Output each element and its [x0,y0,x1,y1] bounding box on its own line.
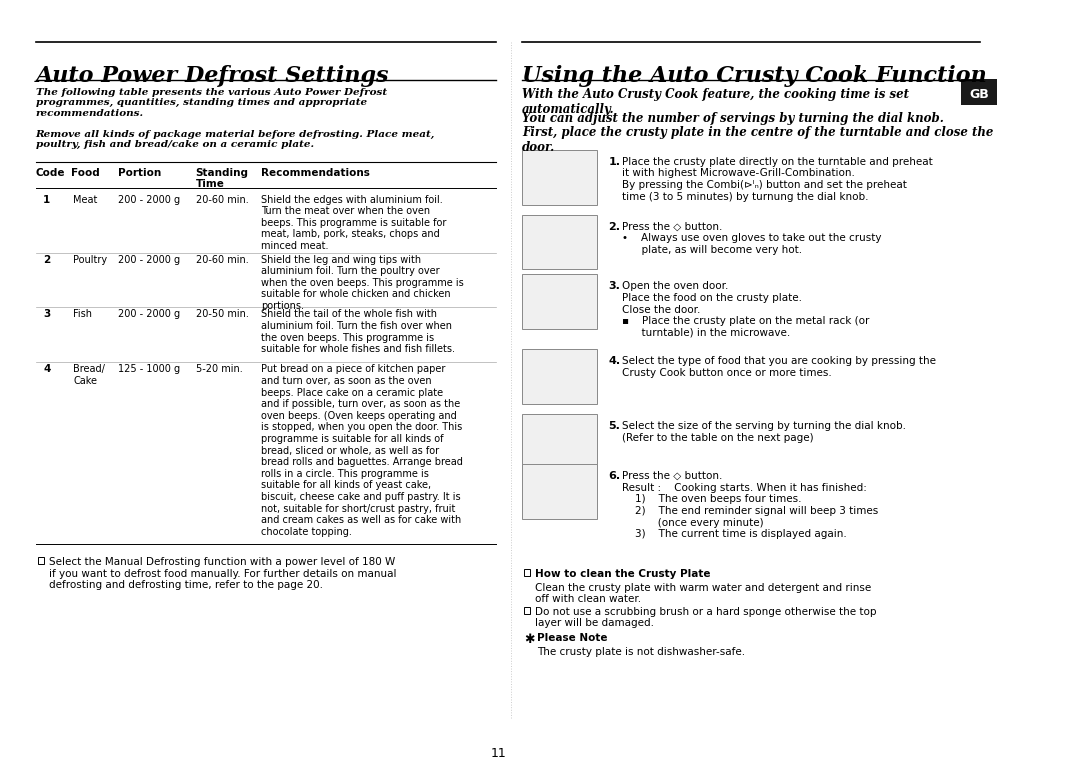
Text: Shield the leg and wing tips with
aluminium foil. Turn the poultry over
when the: Shield the leg and wing tips with alumin… [261,255,464,311]
Text: Auto Power Defrost Settings: Auto Power Defrost Settings [36,65,389,87]
Text: Standing
Time: Standing Time [195,168,248,189]
Text: 4: 4 [43,364,51,375]
Text: Do not use a scrubbing brush or a hard sponge otherwise the top
layer will be da: Do not use a scrubbing brush or a hard s… [535,607,877,629]
Bar [522,214,597,269]
Text: 4.: 4. [608,356,621,366]
Text: 200 - 2000 g: 200 - 2000 g [119,255,180,265]
Text: 2: 2 [43,255,51,265]
Text: Select the type of food that you are cooking by pressing the
Crusty Cook button : Select the type of food that you are coo… [621,356,935,378]
Text: 5-20 min.: 5-20 min. [195,364,242,375]
Text: Put bread on a piece of kitchen paper
and turn over, as soon as the oven
beeps. : Put bread on a piece of kitchen paper an… [261,364,463,536]
Text: 1.: 1. [608,156,620,166]
Text: 3.: 3. [608,282,620,291]
Bar [522,150,597,204]
Bar [522,414,597,469]
Text: Select the Manual Defrosting function with a power level of 180 W
if you want to: Select the Manual Defrosting function wi… [49,557,396,590]
Text: Code: Code [36,168,65,178]
Bar [38,557,44,564]
Text: 1: 1 [43,195,51,204]
Text: How to clean the Crusty Plate: How to clean the Crusty Plate [535,569,711,579]
Text: Place the crusty plate directly on the turntable and preheat
it with highest Mic: Place the crusty plate directly on the t… [621,156,932,201]
Text: Select the size of the serving by turning the dial knob.
(Refer to the table on : Select the size of the serving by turnin… [621,421,905,443]
Text: GB: GB [969,88,988,101]
Text: Bread/
Cake: Bread/ Cake [73,364,105,386]
Text: Shield the tail of the whole fish with
aluminium foil. Turn the fish over when
t: Shield the tail of the whole fish with a… [261,310,456,354]
Text: Please Note: Please Note [537,633,607,642]
Text: With the Auto Crusty Cook feature, the cooking time is set
automatically.: With the Auto Crusty Cook feature, the c… [522,88,909,116]
Text: The following table presents the various Auto Power Defrost
programmes, quantiti: The following table presents the various… [36,88,387,118]
Bar [522,275,597,330]
Text: 200 - 2000 g: 200 - 2000 g [119,310,180,320]
Text: Meat: Meat [73,195,97,204]
Text: 5.: 5. [608,421,620,431]
Text: 3: 3 [43,310,51,320]
Text: You can adjust the number of servings by turning the dial knob.: You can adjust the number of servings by… [522,112,944,125]
Bar [961,79,997,105]
Text: Fish: Fish [73,310,93,320]
Text: 20-50 min.: 20-50 min. [195,310,248,320]
Text: ✱: ✱ [524,633,535,645]
Text: Food: Food [71,168,100,178]
Bar [524,607,530,613]
Text: Remove all kinds of package material before defrosting. Place meat,
poultry, fis: Remove all kinds of package material bef… [36,130,435,150]
Text: Using the Auto Crusty Cook Function: Using the Auto Crusty Cook Function [522,65,987,87]
Text: Press the ◇ button.
Result :    Cooking starts. When it has finished:
    1)    : Press the ◇ button. Result : Cooking sta… [621,471,878,539]
Text: 200 - 2000 g: 200 - 2000 g [119,195,180,204]
Bar [522,464,597,519]
Text: First, place the crusty plate in the centre of the turntable and close the
door.: First, place the crusty plate in the cen… [522,126,994,154]
Text: Clean the crusty plate with warm water and detergent and rinse
off with clean wa: Clean the crusty plate with warm water a… [535,583,872,604]
Text: Open the oven door.
Place the food on the crusty plate.
Close the door.
▪    Pla: Open the oven door. Place the food on th… [621,282,869,338]
Text: The crusty plate is not dishwasher-safe.: The crusty plate is not dishwasher-safe. [537,647,745,657]
Bar [522,349,597,404]
Text: 11: 11 [490,746,507,760]
Text: 20-60 min.: 20-60 min. [195,195,248,204]
Text: Shield the edges with aluminium foil.
Turn the meat over when the oven
beeps. Th: Shield the edges with aluminium foil. Tu… [261,195,447,251]
Text: 125 - 1000 g: 125 - 1000 g [119,364,180,375]
Text: Recommendations: Recommendations [261,168,370,178]
Text: 6.: 6. [608,471,621,481]
Text: Poultry: Poultry [73,255,108,265]
Text: 2.: 2. [608,221,620,232]
Bar [524,569,530,576]
Text: Portion: Portion [119,168,162,178]
Text: 20-60 min.: 20-60 min. [195,255,248,265]
Text: Press the ◇ button.
•    Always use oven gloves to take out the crusty
      pla: Press the ◇ button. • Always use oven gl… [621,221,881,255]
